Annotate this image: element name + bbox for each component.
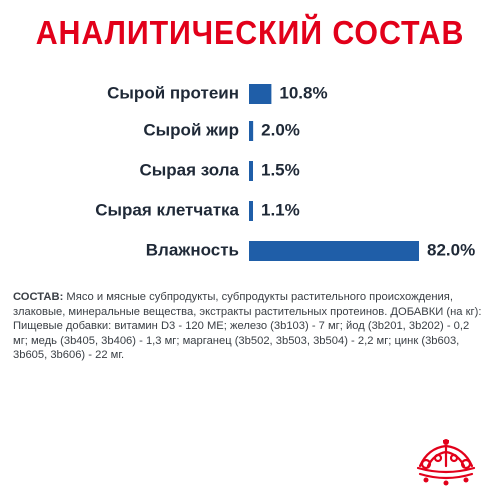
category-label: Сырой жир	[143, 120, 239, 139]
bar	[249, 161, 253, 181]
composition-lead: СОСТАВ:	[13, 291, 64, 303]
value-label: 10.8%	[279, 83, 327, 102]
category-label: Сырая зола	[139, 160, 239, 179]
value-label: 1.1%	[261, 200, 300, 219]
page-title: АНАЛИТИЧЕСКИЙ СОСТАВ	[35, 14, 465, 51]
value-label: 82.0%	[427, 240, 475, 259]
value-label: 2.0%	[261, 120, 300, 139]
crown-icon	[416, 439, 476, 486]
bar	[249, 121, 254, 141]
bar	[249, 84, 272, 104]
category-label: Сырой протеин	[107, 83, 239, 102]
bar	[249, 241, 419, 261]
bar	[249, 201, 253, 221]
composition-body: Мясо и мясные субпродукты, субпродукты р…	[13, 291, 482, 361]
composition-text: СОСТАВ: Мясо и мясные субпродукты, субпр…	[13, 290, 485, 363]
analysis-bar-chart: Сырой протеин 10.8% Сырой жир 2.0% Сырая зол…	[95, 83, 475, 261]
value-label: 1.5%	[261, 160, 300, 179]
category-label: Сырая клетчатка	[95, 200, 239, 219]
category-label: Влажность	[146, 240, 239, 259]
